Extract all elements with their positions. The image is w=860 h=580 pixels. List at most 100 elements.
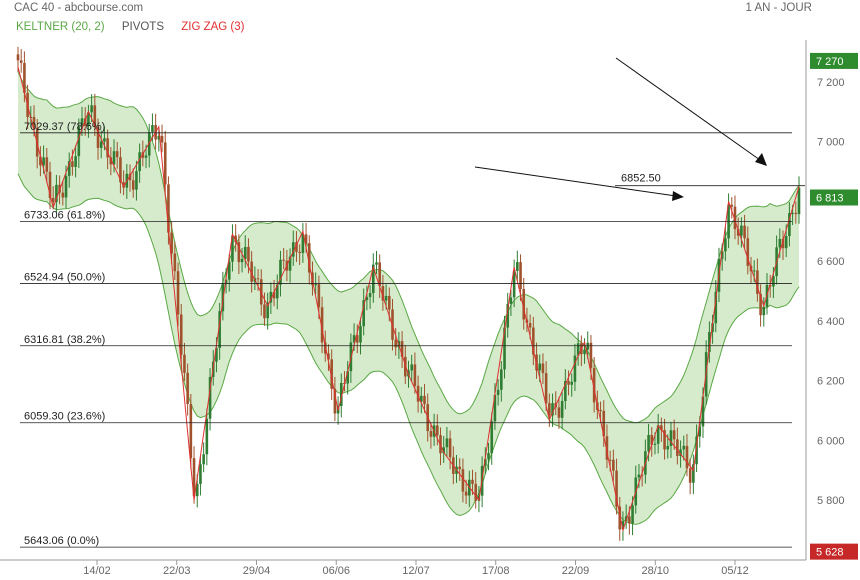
candle: [355, 335, 359, 343]
candle: [131, 180, 135, 190]
candle: [682, 445, 686, 450]
candle: [528, 323, 532, 328]
candle: [266, 302, 269, 319]
candle: [493, 394, 497, 422]
candle: [442, 447, 446, 454]
candle: [784, 236, 788, 249]
candle: [256, 278, 260, 280]
candle: [669, 430, 673, 447]
candle: [183, 354, 186, 373]
candle: [464, 491, 468, 496]
y-tick-label: 5 800: [817, 495, 845, 507]
candle: [368, 293, 372, 297]
candle: [733, 206, 737, 230]
fib-levels: 7029.37 (78.6%) 6733.06 (61.8%) 6524.94 (5…: [20, 121, 805, 548]
fib-label: 6733.06 (61.8%): [24, 209, 105, 221]
keltner-lower: [17, 173, 800, 525]
candle: [503, 327, 506, 370]
arrow-head: [672, 191, 684, 201]
candle: [39, 156, 42, 166]
candle: [797, 187, 801, 215]
candle: [243, 246, 247, 259]
candle: [772, 276, 775, 287]
candle: [83, 118, 87, 126]
candle: [778, 238, 782, 248]
keltner-fill: [18, 72, 799, 525]
legend-zigzag[interactable]: ZIG ZAG (3): [181, 21, 245, 33]
candles: [16, 46, 801, 541]
candle: [93, 105, 97, 127]
candle: [637, 474, 641, 478]
keltner-upper: [17, 71, 800, 424]
price-badge: [810, 52, 858, 69]
candle: [541, 363, 545, 374]
candle: [298, 251, 301, 254]
candle: [77, 126, 81, 157]
candle: [612, 459, 615, 471]
candle: [461, 469, 465, 492]
candle: [496, 389, 500, 395]
candle: [586, 342, 590, 350]
candle: [307, 243, 311, 273]
legend-pivots[interactable]: PIVOTS: [121, 21, 165, 33]
candle: [653, 443, 657, 445]
candle: [279, 259, 282, 285]
candle: [560, 400, 564, 418]
arrow-line: [615, 57, 761, 161]
candle: [163, 142, 167, 185]
candle: [608, 459, 612, 461]
candle: [231, 235, 234, 262]
candle: [618, 506, 622, 530]
candle: [692, 464, 695, 483]
fib-label: 7029.37 (78.6%): [24, 121, 105, 133]
candle: [429, 431, 433, 437]
candle: [756, 270, 759, 294]
candle: [714, 291, 718, 324]
candle: [179, 314, 183, 355]
candle: [672, 430, 676, 440]
candle: [538, 363, 542, 371]
candle: [378, 262, 381, 287]
candle: [788, 213, 791, 237]
candle: [708, 331, 711, 353]
period-label[interactable]: 1 AN - JOUR: [745, 2, 812, 14]
candle: [323, 342, 327, 354]
candle: [192, 458, 196, 497]
candle: [640, 474, 644, 476]
x-tick-label: 28/10: [641, 565, 669, 577]
candle: [570, 381, 574, 385]
y-tick-label: 6 000: [817, 435, 845, 447]
candle: [413, 364, 417, 386]
candle: [314, 284, 317, 286]
candle: [762, 306, 766, 316]
candle: [573, 355, 577, 382]
candle: [195, 483, 199, 497]
candle: [628, 516, 631, 524]
candle: [135, 171, 138, 190]
candle: [205, 418, 209, 455]
candle: [381, 286, 385, 301]
price-badge-label: 7 270: [816, 56, 844, 68]
candle: [759, 293, 762, 316]
candle: [599, 409, 602, 411]
candle: [420, 395, 423, 402]
candle: [16, 54, 20, 61]
candle: [688, 468, 692, 483]
candle: [490, 421, 494, 454]
candle: [474, 483, 478, 501]
candle: [387, 295, 391, 310]
candle: [215, 347, 218, 362]
legend-keltner[interactable]: KELTNER (20, 2): [16, 21, 105, 33]
candle: [743, 225, 746, 239]
candle: [724, 238, 727, 252]
candle: [51, 197, 55, 202]
candle: [112, 151, 116, 165]
fib-label: 6059.30 (23.6%): [24, 411, 105, 423]
candle: [330, 359, 333, 389]
candle: [317, 284, 321, 308]
candle: [115, 151, 119, 158]
chart-title: CAC 40 - abcbourse.com: [14, 2, 144, 14]
candle: [624, 516, 628, 522]
